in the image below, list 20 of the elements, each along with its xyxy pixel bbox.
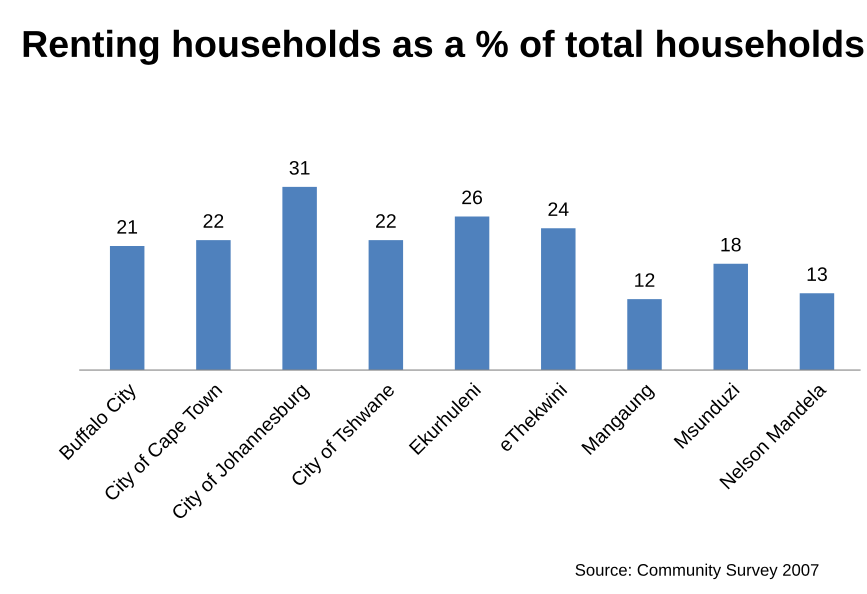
data-label: 21 xyxy=(117,220,138,234)
bar xyxy=(541,228,576,370)
bar xyxy=(196,240,231,370)
bar xyxy=(713,264,748,370)
data-label: 12 xyxy=(635,273,654,287)
data-label: 22 xyxy=(204,214,224,228)
bar xyxy=(282,186,317,370)
data-label: 18 xyxy=(721,238,741,252)
bar xyxy=(800,293,834,370)
source-note: Source: Community Survey 2007 xyxy=(576,564,818,580)
chart-title: Renting households as a % of total households xyxy=(24,30,864,65)
data-label: 31 xyxy=(290,160,310,175)
bar xyxy=(454,216,490,370)
bar xyxy=(368,240,404,370)
data-label: 13 xyxy=(808,267,827,282)
data-label: 24 xyxy=(548,202,569,216)
data-label: 22 xyxy=(376,214,396,228)
data-label: 26 xyxy=(462,190,482,204)
bar xyxy=(627,299,662,370)
bar xyxy=(110,246,144,370)
